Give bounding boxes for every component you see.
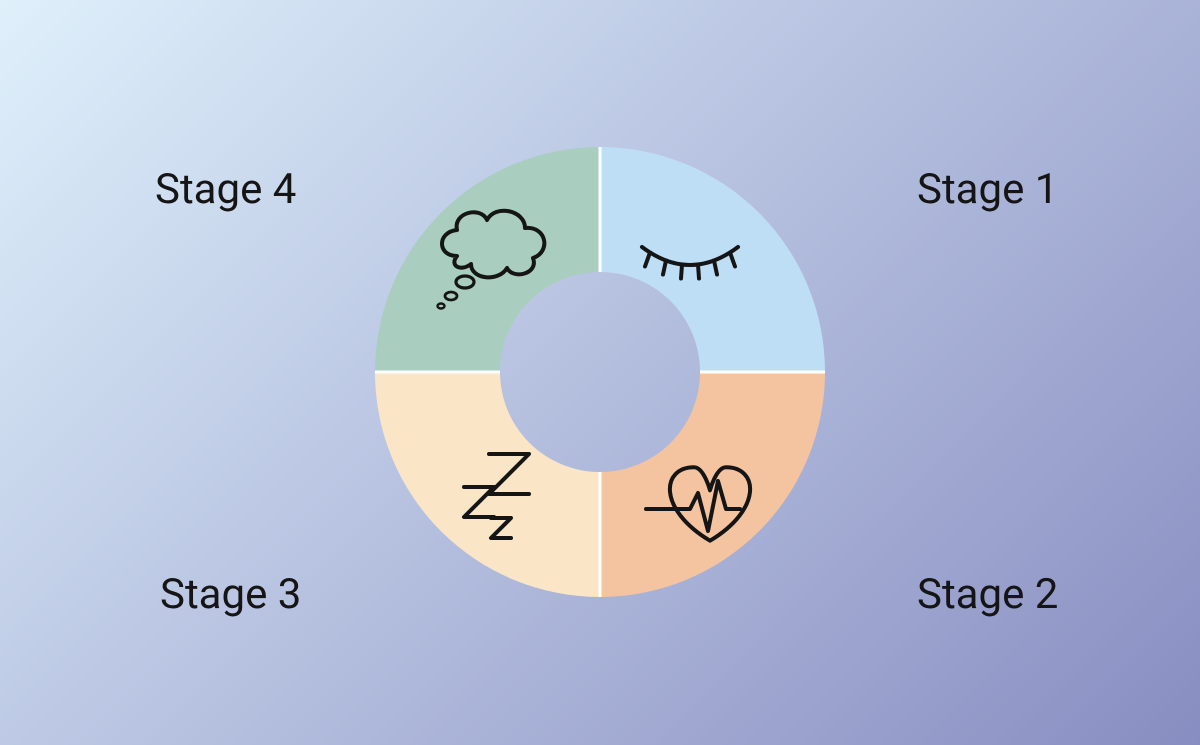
label-stage-3: Stage 3 — [160, 570, 301, 619]
label-stage-1: Stage 1 — [917, 165, 1058, 214]
label-stage-4: Stage 4 — [155, 165, 296, 214]
infographic-canvas: Stage 1 Stage 2 Stage 3 Stage 4 — [0, 0, 1200, 745]
donut-chart-svg — [0, 0, 1200, 745]
donut-segment-stage-3 — [375, 372, 600, 597]
donut-segment-stage-4 — [375, 147, 600, 372]
label-stage-2: Stage 2 — [917, 570, 1058, 619]
